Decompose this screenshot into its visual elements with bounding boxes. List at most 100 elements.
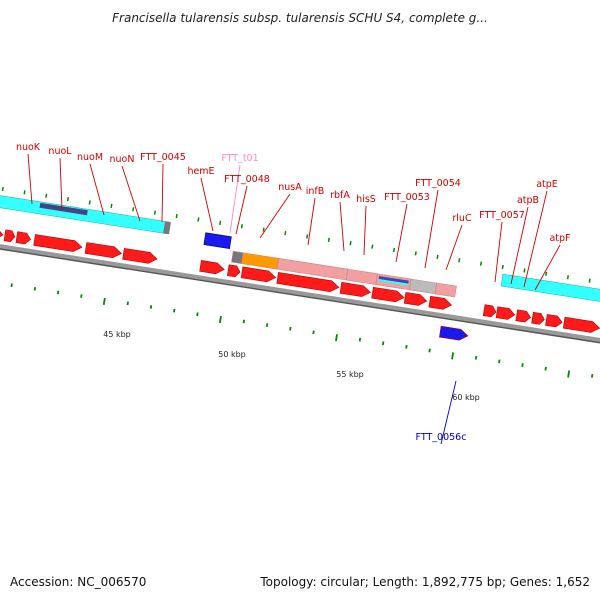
top-tick-19 (392, 247, 396, 253)
scale-tick-7 (126, 301, 129, 306)
cds-forward-3 (15, 231, 31, 245)
gene-label-14: FTT_0054 (415, 178, 461, 189)
top-tick-22 (458, 258, 461, 263)
track-group (0, 186, 600, 378)
gene-leader-16 (494, 221, 503, 283)
gene-leader-4 (121, 165, 141, 222)
top-tick-3 (45, 193, 48, 198)
top-tick-6 (110, 203, 113, 208)
scale-tick-17 (358, 337, 362, 342)
gene-leader-1 (27, 153, 33, 205)
top-tick-11 (219, 220, 222, 225)
cds-forward-12 (371, 286, 405, 303)
top-tick-23 (479, 261, 483, 266)
scale-tick-14 (289, 326, 292, 331)
gene-leader-8 (235, 185, 248, 235)
scale-tick-22 (474, 355, 478, 360)
top-tick-20 (414, 251, 417, 256)
cds-forward-7 (199, 260, 225, 275)
top-tick-18 (371, 244, 374, 249)
scale-label-1: 45 kbp (103, 330, 131, 339)
gene-leader-6 (229, 164, 241, 234)
gene-leader-18 (523, 190, 548, 288)
top-tick-15 (306, 234, 309, 239)
cyan-row-right (500, 273, 600, 308)
scale-tick-20 (428, 348, 431, 353)
scale-tick-5 (80, 294, 83, 298)
scale-tick-11 (218, 315, 222, 324)
reverse-block-1 (203, 232, 232, 249)
cds-forward-19 (545, 314, 563, 328)
scale-label-2: 50 kbp (218, 350, 246, 359)
cds-forward-13 (403, 292, 428, 306)
gene-leader-5 (161, 163, 164, 223)
top-tick-28 (588, 278, 591, 283)
top-tick-10 (197, 217, 200, 222)
cyan-row-left-end (163, 221, 171, 235)
gene-label-1: nuoK (16, 142, 41, 153)
cds-forward-18 (531, 311, 545, 325)
top-tick-17 (349, 241, 352, 246)
gene-label-8: FTT_0048 (224, 174, 270, 185)
scale-tick-26 (567, 370, 571, 378)
top-tick-16 (327, 237, 330, 242)
gene-label-3: nuoM (77, 152, 103, 163)
top-tick-24 (501, 264, 504, 270)
cds-forward-14 (428, 295, 452, 310)
scale-tick-13 (265, 323, 269, 327)
cds-forward-11 (339, 282, 371, 297)
map-layer: 45 kbp 50 kbp 55 kbp 60 kbp nuoK nuoL nuoM nuoN… (0, 142, 600, 445)
gene-label-2: nuoL (48, 146, 72, 157)
gene-label-16: FTT_0057 (479, 210, 525, 221)
scale-tick-23 (498, 359, 501, 364)
gene-label-12: hisS (356, 194, 376, 205)
cyan-row-left-mark (39, 202, 88, 216)
backbone-line (0, 238, 600, 351)
feature-inner-1 (378, 276, 409, 284)
top-tick-14 (284, 230, 287, 236)
cds-forward-5 (84, 242, 123, 259)
feature-inner-2 (378, 279, 409, 286)
scale-tick-2 (10, 283, 13, 288)
feature-bar-1 (231, 250, 244, 264)
cds-reverse-1 (439, 325, 469, 341)
top-tick-25 (523, 268, 526, 273)
top-tick-12 (240, 224, 243, 229)
top-tick-27 (566, 275, 569, 280)
scale-tick-6 (102, 297, 106, 306)
scale-tick-24 (521, 363, 524, 367)
scale-tick-4 (56, 290, 60, 295)
scale-tick-19 (405, 344, 408, 349)
gene-label-6: FTT_t01 (221, 153, 258, 164)
gene-label-13: FTT_0053 (384, 192, 430, 203)
map-title: Francisella tularensis subsp. tularensis… (112, 11, 488, 25)
gene-leader-7 (200, 177, 214, 232)
scale-tick-8 (149, 305, 153, 309)
top-tick-26 (545, 271, 548, 276)
cds-forward-9 (240, 266, 277, 283)
top-tick-1 (1, 186, 4, 191)
gene-label-15: rluC (452, 213, 472, 224)
cds-forward-8 (227, 264, 241, 278)
scale-tick-3 (33, 286, 37, 291)
cds-forward-15 (482, 304, 497, 318)
scale-tick-27 (590, 374, 594, 378)
top-tick-5 (88, 200, 91, 205)
gene-leader-10 (307, 197, 316, 246)
scale-tick-25 (544, 366, 547, 371)
feature-bar-6 (409, 278, 438, 295)
top-tick-7 (132, 207, 135, 212)
backbone-shadow (0, 242, 600, 352)
accession-text: Accession: NC_006570 (10, 575, 146, 589)
feature-bar-4 (345, 268, 378, 285)
top-tick-9 (175, 213, 178, 219)
top-tick-13 (262, 227, 265, 232)
gene-label-17: atpB (517, 195, 539, 206)
gene-leader-19 (534, 244, 561, 291)
gene-leader-3 (89, 163, 105, 216)
gene-leader-2 (59, 157, 63, 211)
cds-forward-20 (562, 316, 600, 333)
scale-tick-18 (382, 341, 385, 346)
scale-label-4: 60 kbp (452, 393, 480, 402)
